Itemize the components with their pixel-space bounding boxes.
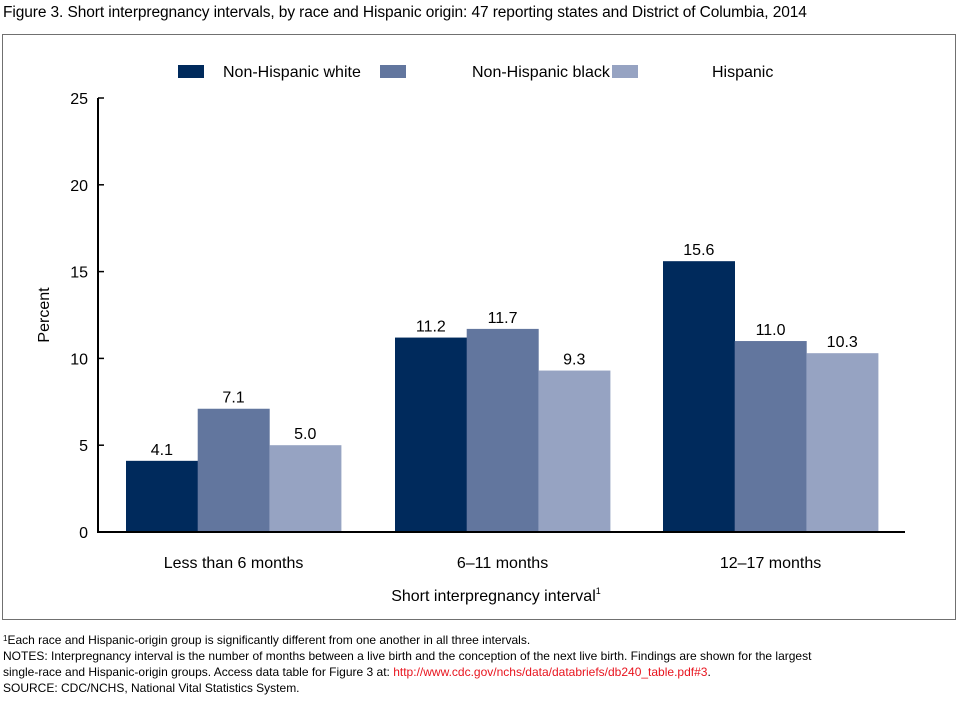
x-axis-title: Short interpregnancy interval1 xyxy=(391,586,601,605)
x-axis: Less than 6 months 6–11 months 12–17 month… xyxy=(97,531,905,572)
x-category-label: 12–17 months xyxy=(720,555,821,572)
bar xyxy=(734,341,807,532)
chart-frame xyxy=(2,34,956,620)
data-label: 9.3 xyxy=(563,352,585,369)
bar xyxy=(269,445,342,532)
x-category-label: 6–11 months xyxy=(457,555,548,572)
bar xyxy=(663,261,735,532)
legend-swatch xyxy=(612,65,638,78)
y-axis: 0 5 10 15 20 25 xyxy=(70,91,104,542)
data-labels: 4.1 7.1 5.0 11.2 11.7 9.3 15.6 11.0 10.3 xyxy=(151,242,858,459)
notes-line-2: single-race and Hispanic-origin groups. … xyxy=(3,665,711,679)
data-label: 10.3 xyxy=(827,334,858,351)
y-tick-label: 25 xyxy=(70,91,88,108)
data-label: 11.0 xyxy=(756,322,786,339)
legend-label: Non-Hispanic black xyxy=(472,64,611,81)
y-tick-label: 0 xyxy=(79,525,88,542)
legend-label: Non-Hispanic white xyxy=(223,64,361,81)
y-axis-title: Percent xyxy=(36,287,53,343)
y-tick-label: 10 xyxy=(70,351,88,368)
legend-swatch xyxy=(178,65,204,78)
notes-line-1: NOTES: Interpregnancy interval is the nu… xyxy=(3,649,812,663)
bar xyxy=(126,460,198,532)
data-label: 5.0 xyxy=(294,426,316,443)
bar xyxy=(197,408,270,532)
legend-swatch xyxy=(380,65,406,78)
bars xyxy=(126,261,879,532)
data-label: 11.2 xyxy=(416,319,446,336)
y-tick-label: 15 xyxy=(70,265,88,282)
figure-title: Figure 3. Short interpregnancy intervals… xyxy=(3,4,807,21)
footnote-1: 1Each race and Hispanic-origin group is … xyxy=(3,633,531,647)
data-label: 7.1 xyxy=(222,390,244,407)
y-tick-label: 5 xyxy=(79,438,88,455)
data-label: 4.1 xyxy=(151,442,173,459)
legend-label: Hispanic xyxy=(712,64,773,81)
bar xyxy=(466,328,539,532)
legend: Non-Hispanic white Non-Hispanic black Hisp… xyxy=(178,64,773,81)
bar xyxy=(538,370,611,532)
bar xyxy=(395,337,467,532)
source-line: SOURCE: CDC/NCHS, National Vital Statist… xyxy=(3,681,300,695)
data-table-link[interactable]: http://www.cdc.gov/nchs/data/databriefs/… xyxy=(393,665,708,679)
x-category-label: Less than 6 months xyxy=(164,555,304,572)
y-tick-label: 20 xyxy=(70,178,88,195)
data-label: 15.6 xyxy=(683,242,714,259)
bar xyxy=(806,353,879,532)
data-label: 11.7 xyxy=(488,310,518,327)
footnotes: 1Each race and Hispanic-origin group is … xyxy=(3,632,811,696)
